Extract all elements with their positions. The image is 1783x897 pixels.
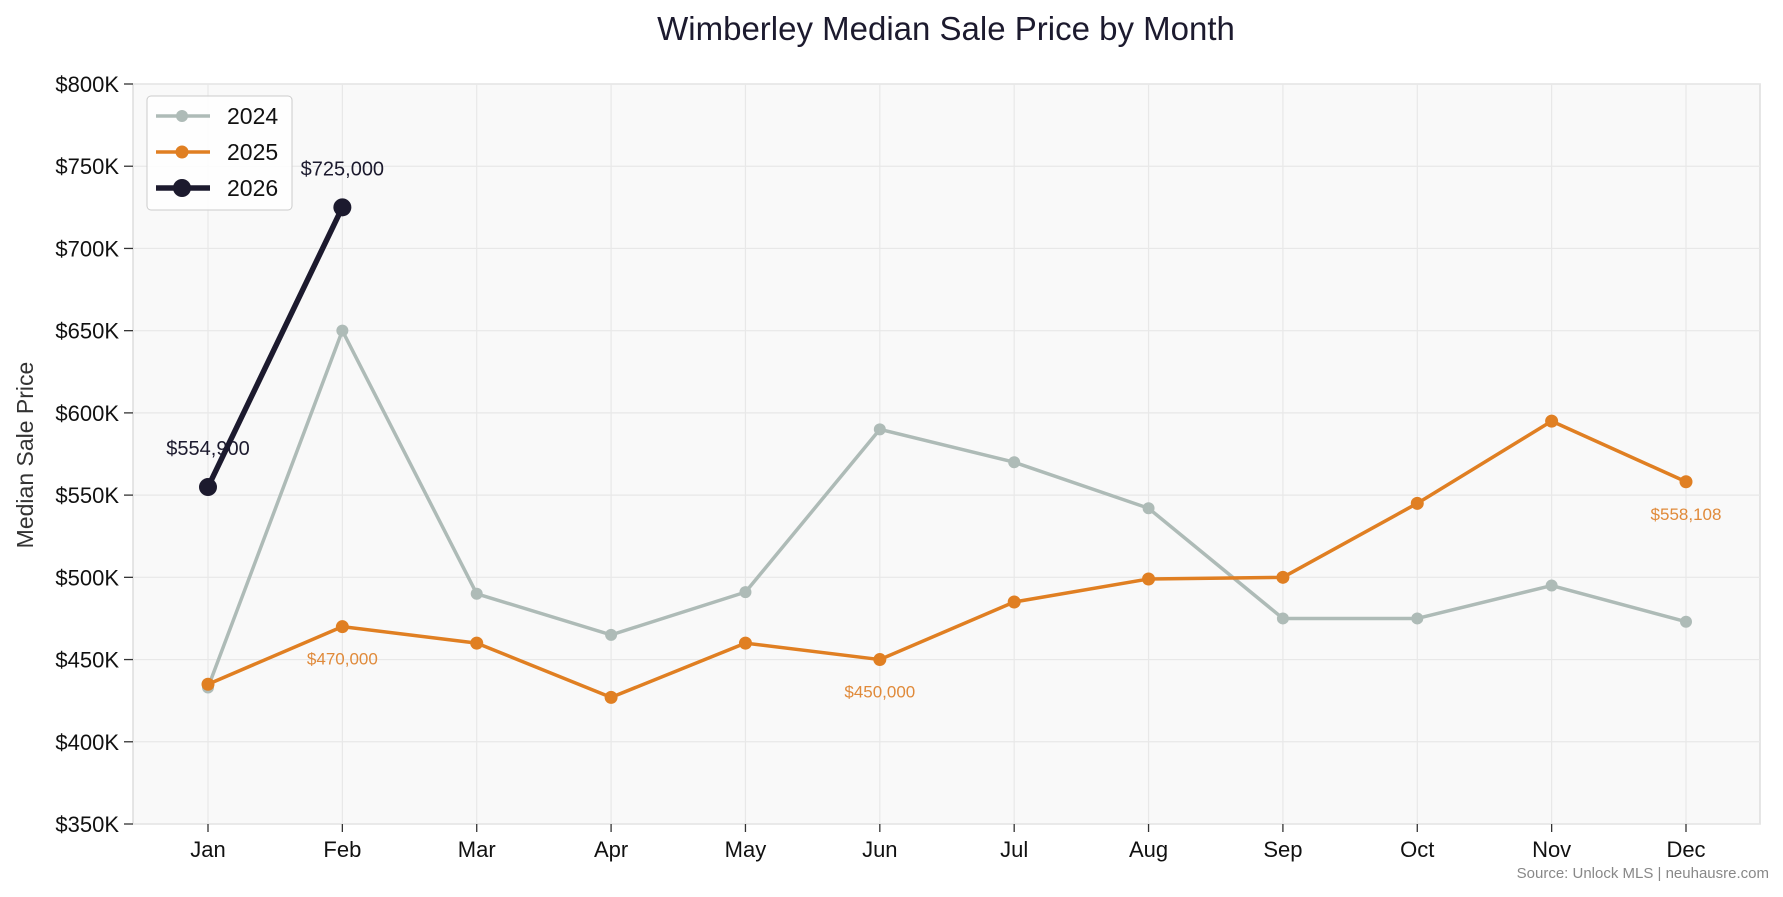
series — [199, 198, 1693, 704]
y-tick-label: $650K — [55, 319, 119, 344]
legend-label: 2026 — [227, 175, 278, 201]
series-line-2024 — [206, 328, 1687, 689]
data-label: $554,900 — [166, 438, 249, 460]
data-point-2025 — [1007, 595, 1021, 609]
series-line-2025 — [207, 419, 1687, 700]
x-tick-label: Nov — [1532, 837, 1571, 862]
data-point-2025 — [738, 636, 752, 650]
plot-area — [132, 83, 1761, 825]
data-point-2024 — [1680, 615, 1692, 628]
data-point-2025 — [873, 653, 887, 667]
data-point-2024 — [1008, 456, 1021, 469]
data-point-2024 — [1545, 579, 1558, 592]
x-tick-label: Aug — [1129, 837, 1168, 862]
y-tick-label: $700K — [55, 236, 119, 261]
annotations: $554,900 $725,000 $470,000 $450,000 $558,108 — [166, 158, 1721, 701]
legend-marker — [175, 145, 189, 159]
y-tick-label: $750K — [55, 154, 119, 179]
data-point-2025 — [1410, 496, 1424, 510]
y-tick-label: $450K — [55, 648, 119, 673]
legend: 2024 2025 2026 — [146, 95, 293, 211]
x-tick-label: Sep — [1263, 837, 1302, 862]
legend-label: 2025 — [227, 139, 278, 165]
data-point-2025 — [1276, 570, 1290, 584]
y-tick-label: $350K — [55, 812, 119, 837]
x-axis: Jan Feb Mar Apr May Jun Jul Aug Sep Oct Nov Dec — [190, 824, 1706, 862]
y-axis-label: Median Sale Price — [12, 362, 38, 549]
y-tick-label: $600K — [55, 401, 119, 426]
data-point-2024 — [873, 423, 886, 436]
data-point-2025 — [335, 620, 349, 634]
x-tick-label: Oct — [1400, 837, 1434, 862]
data-point-2024 — [336, 324, 349, 337]
data-point-2025 — [1142, 572, 1156, 586]
data-label: $450,000 — [844, 683, 915, 702]
x-tick-label: Jul — [1000, 837, 1028, 862]
data-point-2024 — [739, 586, 752, 599]
data-point-2025 — [470, 636, 484, 650]
x-tick-label: Jan — [190, 837, 225, 862]
chart-title: Wimberley Median Sale Price by Month — [657, 10, 1235, 47]
y-tick-label: $800K — [55, 72, 119, 97]
data-point-2025 — [1679, 475, 1693, 489]
data-point-2026 — [333, 198, 352, 217]
legend-label: 2024 — [227, 103, 278, 129]
x-tick-label: Apr — [594, 837, 628, 862]
x-tick-label: Mar — [458, 837, 496, 862]
series-line-2026 — [205, 206, 345, 489]
data-point-2025 — [201, 677, 215, 691]
x-tick-label: Jun — [862, 837, 897, 862]
data-point-2024 — [1411, 612, 1424, 625]
data-point-2024 — [1142, 502, 1155, 515]
y-tick-label: $500K — [55, 565, 119, 590]
data-point-2025 — [604, 690, 618, 704]
y-tick-label: $550K — [55, 483, 119, 508]
data-point-2024 — [605, 628, 618, 641]
data-point-2024 — [1276, 612, 1289, 625]
source-note: Source: Unlock MLS | neuhausre.com — [1517, 865, 1769, 882]
data-label: $470,000 — [307, 650, 378, 669]
y-tick-label: $400K — [55, 730, 119, 755]
legend-marker — [173, 179, 191, 197]
x-tick-label: May — [725, 837, 767, 862]
data-point-2024 — [470, 587, 483, 600]
x-tick-label: Dec — [1666, 837, 1705, 862]
y-axis: $350K $400K $450K $500K $550K $600K $650K $700K… — [55, 72, 133, 837]
data-point-2026 — [199, 478, 217, 497]
data-label: $725,000 — [301, 158, 384, 180]
legend-marker — [176, 110, 188, 122]
data-point-2025 — [1545, 414, 1559, 428]
x-tick-label: Feb — [323, 837, 361, 862]
data-label: $558,108 — [1651, 505, 1722, 524]
